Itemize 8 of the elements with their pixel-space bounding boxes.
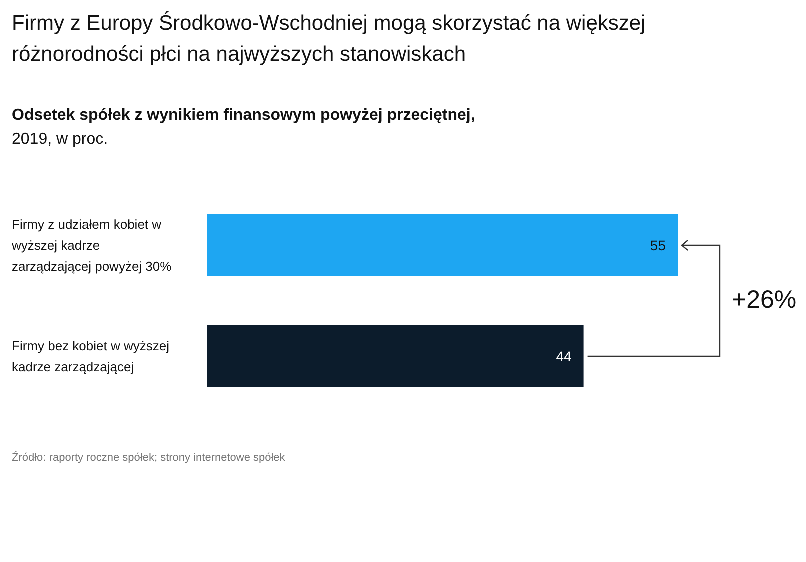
text: +26% [732,286,797,315]
data-label: 55 [650,238,666,254]
y-tick-label: Firmy z udziałem kobiet w wyższej kadrze zarządzającej powyżej 30% [11,217,172,274]
data-label: 44 [556,348,572,364]
y-tick-label: Firmy bez kobiet w wyższej kadrze zarządzającej [12,338,174,374]
chart-subtitle: Odsetek spółek z wynikiem finansowym powyżej przeciętnej, 2019, w proc. [12,106,476,150]
text: Źródło: raporty roczne spółek; strony internetowe spółek [12,452,286,464]
chart-title: Firmy z Europy Środkowo-Wschodniej mogą skorzystać na większej różnorodności płci na najwyższych stanowiskach [12,10,647,68]
